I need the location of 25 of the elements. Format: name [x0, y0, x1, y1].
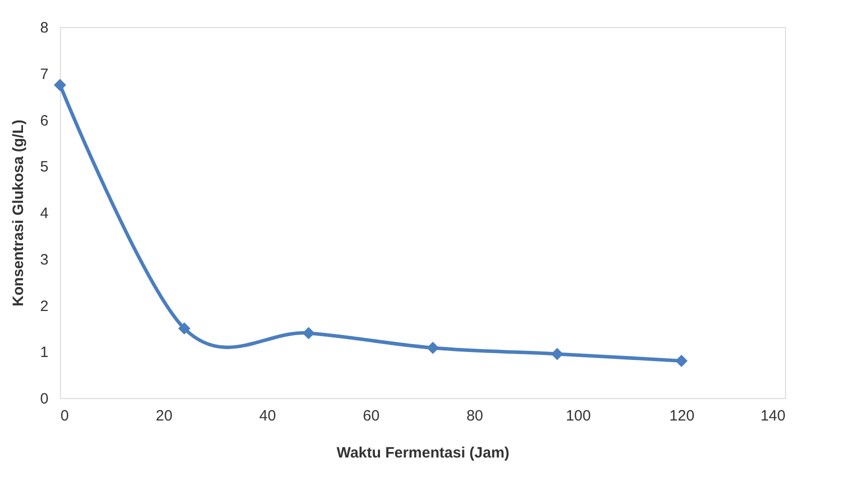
x-tick-label: 100 [566, 408, 591, 424]
point [551, 348, 564, 360]
x-tick-label: 40 [259, 408, 276, 424]
y-tick-label: 0 [40, 390, 48, 408]
y-tick-label: 4 [40, 205, 48, 222]
point [675, 354, 688, 368]
y-tick-label: 5 [40, 158, 48, 176]
y-tick-label: 1 [40, 344, 48, 362]
y-tick-label: 3 [40, 251, 48, 268]
x-tick-label: 0 [60, 408, 69, 424]
y-tick-label: 8 [40, 20, 48, 36]
x-tick-label: 60 [362, 408, 380, 424]
x-tick-label: 140 [760, 408, 786, 424]
y-tick-label: 2 [40, 298, 48, 315]
x-tick-label: 20 [156, 408, 172, 424]
point [302, 326, 315, 340]
x-axis-title: Waktu Fermentasi (Jam) [336, 444, 510, 462]
y-axis-title: Konsentrasi Glukosa (g/L) [10, 120, 28, 306]
y-tick-label: 6 [40, 112, 48, 130]
point [54, 78, 66, 92]
x-tick-label: 80 [466, 408, 484, 424]
point [178, 322, 190, 335]
y-tick-label: 7 [40, 66, 48, 83]
point [426, 342, 439, 354]
x-tick-label: 120 [669, 408, 694, 424]
